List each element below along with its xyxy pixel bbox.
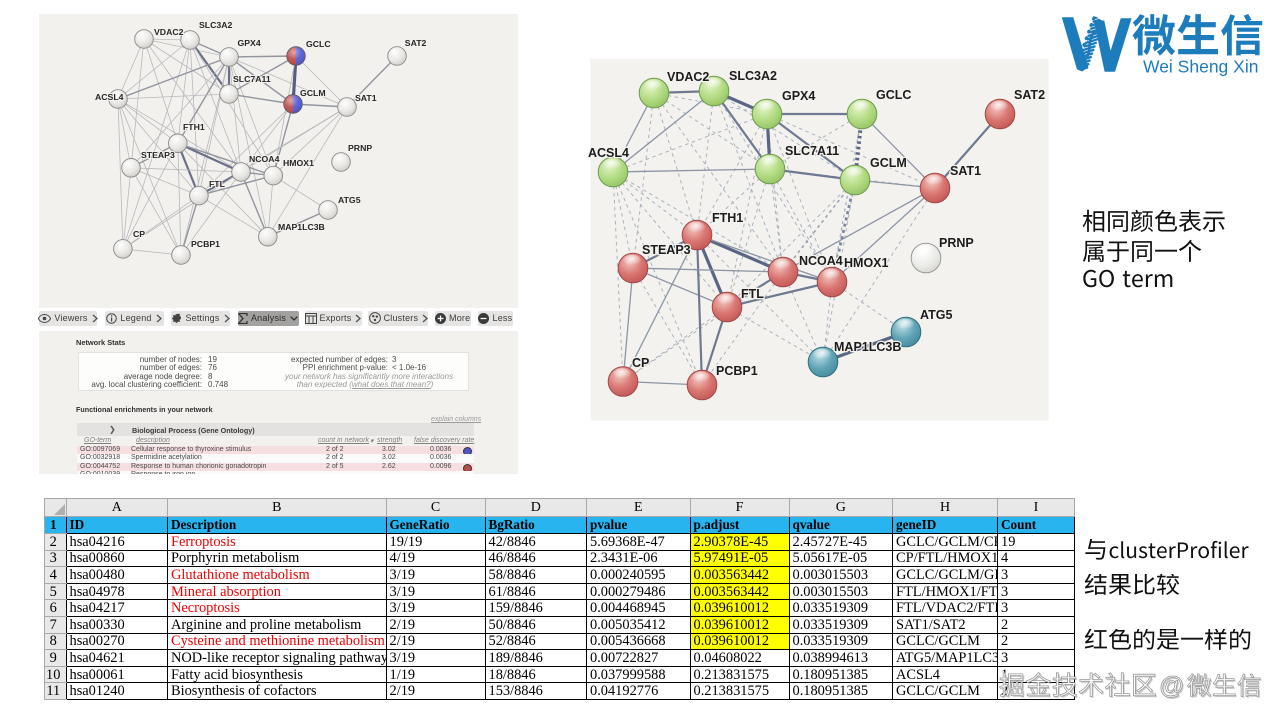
svg-text:GPX4: GPX4 [238,38,261,48]
svg-text:PRNP: PRNP [348,143,372,153]
svg-text:ACSL4: ACSL4 [95,92,124,102]
svg-text:MAP1LC3B: MAP1LC3B [278,222,325,232]
svg-text:FTL: FTL [741,287,764,301]
svg-text:FTH1: FTH1 [183,122,205,132]
svg-text:PCBP1: PCBP1 [716,364,758,378]
svg-text:SLC7A11: SLC7A11 [785,144,839,158]
svg-text:GCLM: GCLM [870,156,907,170]
svg-text:NCOA4: NCOA4 [249,154,280,164]
svg-text:HMOX1: HMOX1 [283,158,314,168]
svg-text:MAP1LC3B: MAP1LC3B [834,340,901,354]
svg-text:SAT2: SAT2 [405,38,427,48]
svg-text:FTL: FTL [209,179,226,189]
svg-text:GCLC: GCLC [306,39,331,49]
svg-text:VDAC2: VDAC2 [154,27,184,37]
svg-text:CP: CP [133,229,145,239]
svg-text:STEAP3: STEAP3 [642,243,691,257]
svg-text:ATG5: ATG5 [920,308,952,322]
svg-text:SLC3A2: SLC3A2 [199,20,232,30]
svg-text:ACSL4: ACSL4 [588,146,629,160]
svg-text:SLC7A11: SLC7A11 [233,74,271,84]
svg-text:SAT2: SAT2 [1014,88,1045,102]
svg-text:NCOA4: NCOA4 [799,254,843,268]
svg-text:CP: CP [632,356,649,370]
svg-text:GCLM: GCLM [300,88,326,98]
svg-text:Wei Sheng Xin: Wei Sheng Xin [1143,57,1258,77]
svg-text:PRNP: PRNP [939,236,974,250]
svg-text:SLC3A2: SLC3A2 [729,69,777,83]
svg-text:PCBP1: PCBP1 [191,239,220,249]
svg-text:VDAC2: VDAC2 [667,70,709,84]
svg-text:GCLC: GCLC [876,88,911,102]
svg-text:@: @ [1159,672,1184,700]
svg-text:GPX4: GPX4 [782,89,815,103]
svg-text:STEAP3: STEAP3 [141,150,175,160]
svg-text:ATG5: ATG5 [338,195,361,205]
svg-text:SAT1: SAT1 [950,164,981,178]
svg-text:@: @ [1160,673,1185,701]
svg-text:HMOX1: HMOX1 [844,256,889,270]
svg-text:FTH1: FTH1 [712,211,743,225]
svg-text:SAT1: SAT1 [355,93,377,103]
